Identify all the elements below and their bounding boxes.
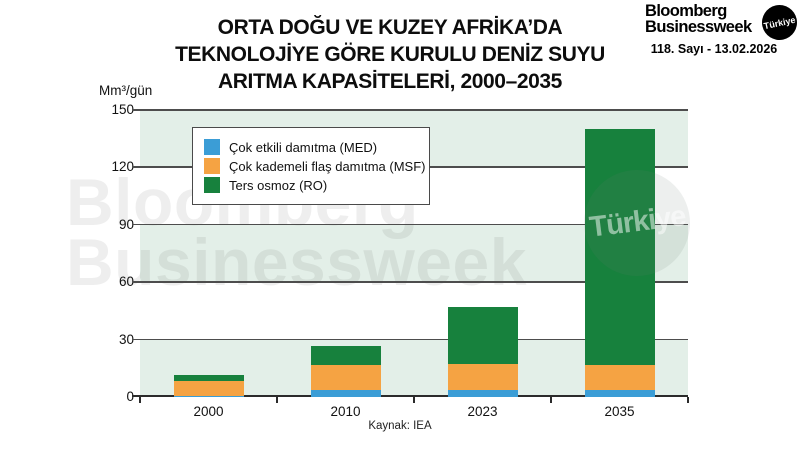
bloomberg-businessweek-logo: Bloomberg Businessweek	[645, 2, 752, 36]
legend-swatch-0	[204, 139, 220, 155]
x-axis-tick	[550, 397, 552, 403]
gridline-60	[132, 281, 688, 283]
legend-label-2: Ters osmoz (RO)	[229, 177, 328, 193]
bar-2010-segment	[310, 346, 381, 366]
legend-item-1: Çok kademeli flaş damıtma (MSF)	[204, 158, 426, 174]
bar-2035-segment	[584, 390, 655, 397]
bar-2000-segment	[173, 396, 244, 397]
gridline-30	[132, 338, 688, 341]
x-axis-label-2035: 2035	[604, 404, 635, 419]
x-axis-tick	[687, 397, 689, 403]
y-axis-label-30: 30	[118, 331, 134, 347]
legend-swatch-1	[204, 158, 220, 174]
y-axis-label-150: 150	[111, 102, 134, 117]
y-axis-unit-label: Mm³/gün	[99, 83, 153, 98]
chart-title-line-1: ORTA DOĞU VE KUZEY AFRİKA’DA	[217, 16, 563, 39]
bar-2023-segment	[447, 307, 518, 365]
gridline-150	[132, 109, 688, 111]
legend-label-0: Çok etkili damıtma (MED)	[229, 139, 378, 155]
y-axis-label-90: 90	[118, 216, 134, 232]
bar-2000-segment	[173, 380, 244, 397]
bar-2000-segment	[173, 375, 244, 381]
bar-2035-segment	[584, 365, 655, 391]
bar-2023-segment	[447, 364, 518, 391]
legend-label-1: Çok kademeli flaş damıtma (MSF)	[229, 158, 426, 174]
legend-rows: Çok etkili damıtma (MED) Çok kademeli fla…	[204, 139, 426, 193]
x-axis-baseline	[132, 395, 688, 397]
x-axis-label-2000: 2000	[193, 404, 224, 419]
logo-line-businessweek: Businessweek	[645, 17, 752, 36]
x-axis-tick	[413, 397, 415, 403]
legend-swatch-2	[204, 177, 220, 193]
bar-2035-segment	[584, 129, 655, 366]
bar-2010-segment	[310, 390, 381, 397]
legend-item-2: Ters osmoz (RO)	[204, 177, 419, 193]
turkiye-badge: Türkiye	[758, 1, 800, 44]
chart-title-line-2: TEKNOLOJİYE GÖRE KURULU DENİZ SUYU	[175, 43, 605, 66]
y-axis-label-60: 60	[118, 274, 134, 290]
gridline-90	[132, 223, 688, 226]
bar-2023-segment	[447, 390, 518, 397]
x-axis-tick	[276, 397, 278, 403]
logo-line-bloomberg: Bloomberg	[645, 2, 727, 20]
source-label: Kaynak: IEA	[368, 420, 432, 432]
x-axis-label-2010: 2010	[330, 404, 361, 419]
y-axis-label-120: 120	[111, 159, 134, 175]
x-axis-tick	[139, 397, 141, 403]
turkiye-badge-label: Türkiye	[762, 14, 797, 31]
issue-label: 118. Sayı - 13.02.2026	[650, 42, 778, 56]
watermark-line-2: Businessweek	[66, 225, 527, 299]
bar-2010-segment	[310, 365, 381, 391]
chart-title-line-3: ARITMA KAPASİTELERİ, 2000–2035	[218, 70, 562, 93]
chart-title: ORTA DOĞU VE KUZEY AFRİKA’DA TEKNOLOJİYE…	[140, 14, 640, 95]
watermark-turkiye-circle	[584, 170, 690, 276]
x-axis-label-2023: 2023	[467, 404, 498, 419]
y-axis-label-0: 0	[126, 389, 134, 404]
legend-item-0: Çok etkili damıtma (MED)	[204, 139, 419, 155]
legend: Çok etkili damıtma (MED) Çok kademeli fla…	[192, 127, 430, 205]
